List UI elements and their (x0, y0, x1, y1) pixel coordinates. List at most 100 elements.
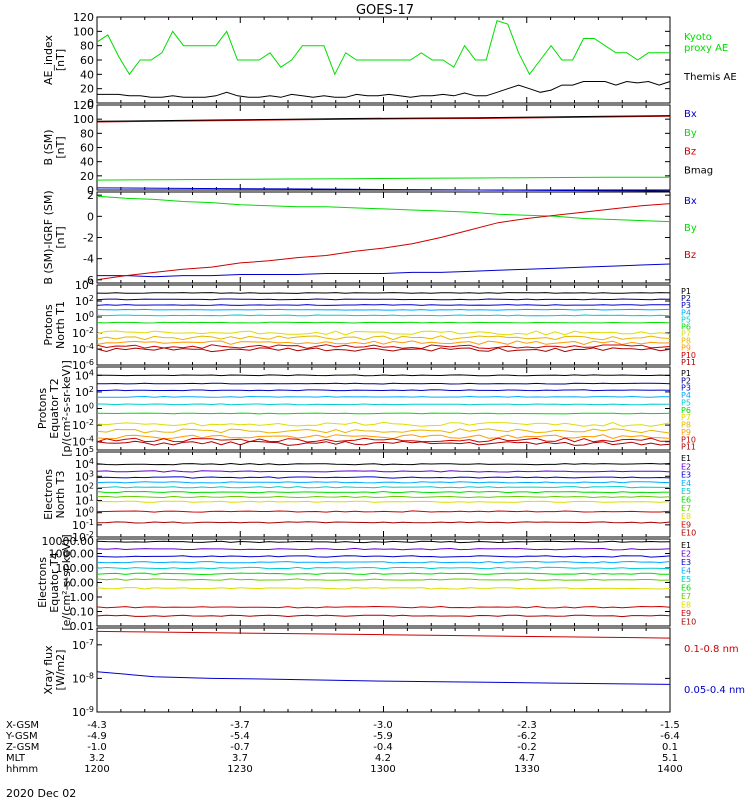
axis-row-value: 1300 (370, 764, 395, 775)
channel-p6 (96, 412, 671, 415)
y-tick-label: 10-8 (72, 671, 94, 685)
channel-p11 (96, 347, 671, 353)
channel-e1 (96, 540, 671, 544)
axis-row-value: -3.0 (373, 720, 393, 731)
y-tick-label: 10-9 (72, 705, 94, 719)
legend-p10: P10 (681, 435, 696, 444)
legend-p2: P2 (681, 294, 691, 303)
y-tick-label: 60 (80, 142, 94, 155)
legend-e6: E6 (681, 584, 691, 593)
channel-e6 (96, 490, 671, 494)
series-bmag (96, 115, 671, 122)
axis-row-value: 3.7 (232, 753, 248, 764)
axis-row-value: 1200 (84, 764, 109, 775)
channel-p2 (97, 382, 671, 385)
series-bx (97, 263, 671, 278)
legend-p7: P7 (681, 413, 691, 422)
channel-p10 (96, 344, 671, 350)
legend-e1: E1 (681, 541, 691, 550)
y-tick-label: 40 (80, 68, 94, 81)
panel-frame (96, 284, 671, 366)
legend-e9: E9 (681, 520, 691, 529)
axis-row-label: X-GSM (6, 720, 39, 731)
channel-e4 (96, 560, 671, 564)
channel-p8 (96, 335, 671, 341)
y-tick-label: 102 (75, 385, 94, 399)
legend-e7: E7 (681, 504, 691, 513)
axis-row-label: Z-GSM (6, 742, 39, 753)
channel-p2 (96, 298, 671, 301)
channel-p7 (96, 330, 671, 336)
channel-p11 (96, 440, 671, 446)
legend-e2: E2 (681, 550, 691, 559)
channel-e9 (96, 605, 671, 609)
legend-bmag: Bmag (684, 165, 713, 176)
legend-e2: E2 (681, 462, 691, 471)
y-axis-label: Xray flux[W/m2] (42, 645, 67, 695)
series-0-05-0-4-nm (96, 671, 671, 685)
y-tick-label: 0 (87, 210, 94, 223)
y-tick-label: 100 (73, 25, 94, 38)
series-themis-ae (97, 80, 671, 98)
y-tick-label: 2 (87, 189, 94, 202)
legend-p2: P2 (681, 376, 691, 385)
y-tick-label: 104 (75, 368, 94, 382)
legend-themis-ae: Themis AE (683, 72, 737, 83)
axis-row-value: 4.2 (375, 753, 391, 764)
legend-e3: E3 (681, 558, 691, 567)
axis-row-value: -5.4 (230, 731, 250, 742)
series-bz (96, 203, 671, 281)
axis-row-label: MLT (6, 753, 26, 764)
axis-row-value: -6.2 (517, 731, 537, 742)
panel-frame (96, 627, 671, 713)
legend-p3: P3 (681, 384, 691, 393)
y-tick-label: 0.01 (70, 620, 95, 633)
y-axis-label: B (SM)-IGRF (SM)[nT] (42, 190, 67, 284)
axis-row-value: -6.4 (660, 731, 680, 742)
legend-kyoto-proxy-ae: Kyoto proxy AE (684, 32, 728, 54)
legend-e3: E3 (681, 471, 691, 480)
channel-p8 (96, 428, 671, 434)
axis-row-value: -2.3 (517, 720, 537, 731)
channel-p10 (96, 437, 670, 443)
axis-row-value: -0.2 (517, 742, 537, 753)
legend-p9: P9 (681, 428, 691, 437)
channel-e4 (96, 481, 671, 484)
y-tick-label: 80 (80, 127, 94, 140)
legend-p4: P4 (681, 308, 691, 317)
legend-e5: E5 (681, 575, 691, 584)
legend-e4: E4 (681, 567, 691, 576)
y-tick-label: 100 (73, 113, 94, 126)
panel-xray: 10-7 10-8 10-9 Xray flux[W/m2] 0.1-0.8 nm 0.0… (42, 627, 745, 719)
legend-0-1-0-8-nm: 0.1-0.8 nm (684, 644, 739, 655)
y-tick-label: 20 (80, 170, 94, 183)
legend-p4: P4 (681, 391, 691, 400)
legend-by: By (684, 223, 697, 234)
series-0-1-0-8-nm (96, 630, 671, 639)
legend-p3: P3 (681, 301, 691, 310)
channel-p4 (96, 395, 670, 398)
axis-row-value: -1.5 (660, 720, 680, 731)
channel-e8 (96, 500, 671, 503)
axis-row-value: 0.1 (662, 742, 678, 753)
legend-p7: P7 (681, 330, 691, 339)
y-tick-label: 40 (80, 156, 94, 169)
legend-p11: P11 (681, 443, 696, 452)
axis-row-value: -4.9 (87, 731, 107, 742)
series-bx (96, 187, 671, 192)
axis-row-value: -4.3 (87, 720, 107, 731)
y-tick-label: 60 (80, 54, 94, 67)
y-tick-label: 0.10 (70, 606, 95, 619)
channel-e6 (96, 572, 670, 576)
axis-row-value: -5.9 (373, 731, 393, 742)
y-tick-label: -6 (83, 274, 94, 287)
panel-frame (96, 538, 671, 627)
channel-e10 (96, 614, 671, 618)
legend-p1: P1 (681, 369, 691, 378)
legend-e5: E5 (681, 487, 691, 496)
legend-p9: P9 (681, 344, 691, 353)
legend-p11: P11 (681, 358, 696, 367)
